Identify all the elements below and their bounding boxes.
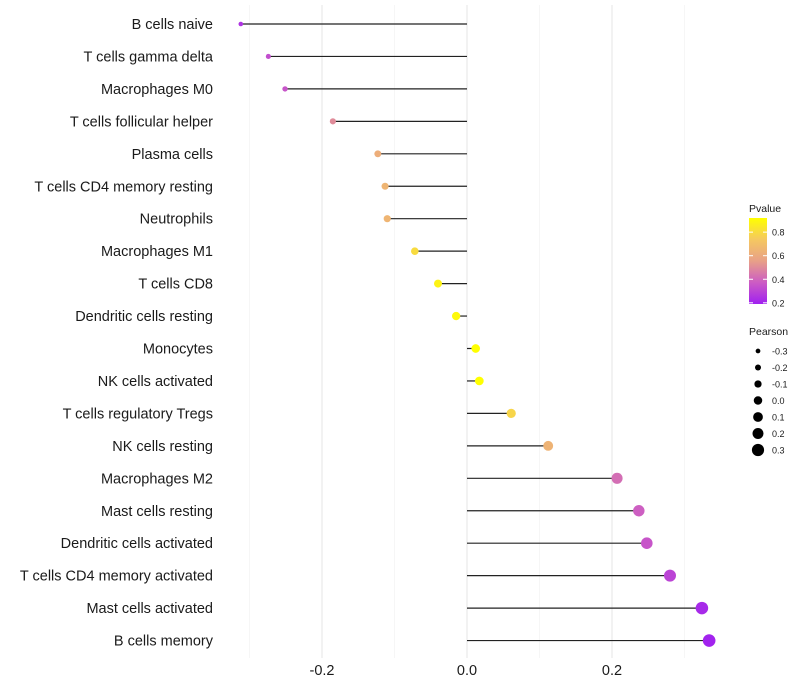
lollipop-point <box>383 215 391 223</box>
category-label: Dendritic cells activated <box>61 536 213 552</box>
lollipop-point <box>664 569 676 582</box>
lollipop-point <box>282 86 288 92</box>
category-label: T cells gamma delta <box>84 49 214 65</box>
category-label: Monocytes <box>143 342 213 358</box>
size-legend-dot <box>755 348 761 354</box>
size-legend-title: Pearson <box>749 326 788 338</box>
lollipop-point <box>543 440 554 451</box>
category-label: T cells follicular helper <box>70 114 213 130</box>
size-legend-label: -0.3 <box>772 347 788 357</box>
size-legend-dot <box>753 412 763 422</box>
lollipop-point <box>381 182 389 190</box>
lollipop-point <box>611 472 623 484</box>
category-label: B cells naive <box>132 17 213 33</box>
size-legend-dot <box>754 364 762 371</box>
color-tick-label: 0.8 <box>772 228 785 238</box>
color-bar <box>749 218 767 304</box>
lollipop-point <box>265 53 271 59</box>
category-label: NK cells resting <box>112 439 213 455</box>
size-legend-label: 0.0 <box>772 396 785 406</box>
category-label: T cells CD4 memory activated <box>20 569 213 585</box>
size-legend-dot <box>754 380 762 388</box>
lollipop-point <box>238 21 244 27</box>
lollipop-point <box>702 634 716 647</box>
size-legend-dot <box>751 443 765 457</box>
x-tick-label: -0.2 <box>310 663 335 679</box>
x-tick-label: 0.0 <box>457 663 477 679</box>
category-label: Mast cells activated <box>86 601 213 617</box>
lollipop-point <box>471 344 481 353</box>
category-label: Mast cells resting <box>101 504 213 520</box>
lollipop-point <box>451 311 461 321</box>
category-label: Dendritic cells resting <box>75 309 213 325</box>
category-label: T cells CD8 <box>138 277 213 293</box>
category-label: Macrophages M1 <box>101 244 213 260</box>
color-tick-label: 0.4 <box>772 275 785 285</box>
size-legend-label: 0.1 <box>772 413 785 423</box>
lollipop-point <box>474 376 484 386</box>
lollipop-point <box>411 247 419 255</box>
category-label: Macrophages M0 <box>101 82 213 98</box>
lollipop-point <box>506 408 516 419</box>
category-label: T cells regulatory Tregs <box>63 406 213 422</box>
category-label: Neutrophils <box>140 212 213 228</box>
lollipop-point <box>374 150 382 158</box>
size-legend-dot <box>752 428 764 439</box>
lollipop-point <box>641 537 653 549</box>
size-legend-label: -0.2 <box>772 363 788 373</box>
size-legend-label: 0.2 <box>772 429 785 439</box>
color-tick-label: 0.6 <box>772 251 785 261</box>
category-label: T cells CD4 memory resting <box>34 179 213 195</box>
lollipop-point <box>695 601 709 615</box>
x-tick-label: 0.2 <box>602 663 622 679</box>
lollipop-point <box>329 118 336 125</box>
size-legend-label: 0.3 <box>772 446 785 456</box>
category-label: Plasma cells <box>132 147 213 163</box>
category-label: NK cells activated <box>98 374 213 390</box>
size-legend-dot <box>753 396 763 405</box>
category-label: B cells memory <box>114 634 214 650</box>
lollipop-point <box>434 279 442 288</box>
category-label: Macrophages M2 <box>101 471 213 487</box>
color-tick-label: 0.2 <box>772 298 785 308</box>
color-legend-title: Pvalue <box>749 203 781 215</box>
size-legend-label: -0.1 <box>772 380 788 390</box>
lollipop-point <box>633 505 645 517</box>
